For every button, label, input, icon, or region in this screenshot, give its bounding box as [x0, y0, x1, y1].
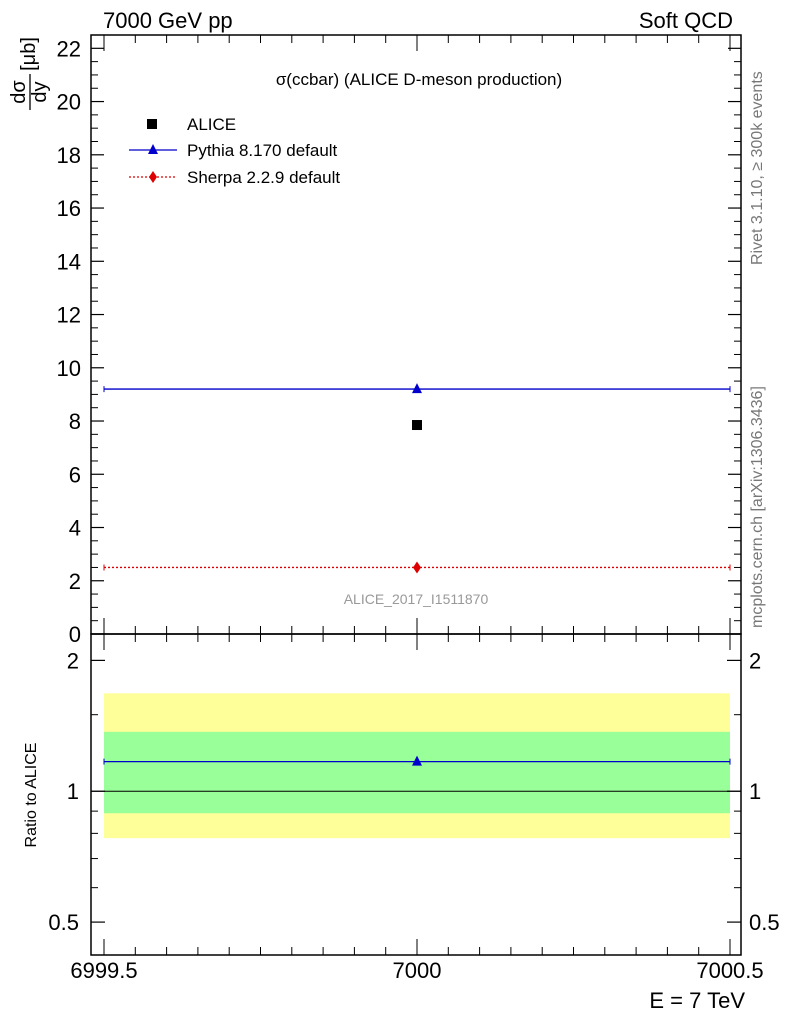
main-y-axis-label: dσ dy [μb]	[8, 37, 51, 110]
data-point-alice	[412, 420, 422, 431]
mcplots-credit-label: mcplots.cern.ch [arXiv:1306.3436]	[749, 386, 766, 628]
ratio-y-tick-label: 0.5	[48, 910, 79, 935]
x-axis-label: E = 7 TeV	[649, 988, 745, 1013]
y-label-numerator: dσ	[8, 80, 30, 104]
legend-label-alice: ALICE	[187, 115, 236, 134]
y-tick-label: 14	[57, 249, 81, 274]
y-tick-label: 18	[57, 143, 81, 168]
y-tick-label: 16	[57, 196, 81, 221]
x-tick-label: 7000	[393, 958, 442, 983]
legend: ALICE Pythia 8.170 default Sherpa 2.2.9 …	[129, 115, 340, 187]
legend-marker-pythia	[148, 144, 158, 154]
y-tick-label: 20	[57, 90, 81, 115]
ratio-band-inner	[104, 731, 730, 814]
y-tick-label: 2	[69, 569, 81, 594]
y-tick-label: 6	[69, 462, 81, 487]
plot-title: σ(ccbar) (ALICE D-meson production)	[276, 70, 562, 89]
data-point-pythia	[412, 383, 422, 394]
ratio-point-pythia	[412, 755, 422, 766]
legend-label-sherpa: Sherpa 2.2.9 default	[187, 168, 340, 187]
ratio-y-tick-label: 2	[67, 648, 79, 673]
data-point-sherpa	[413, 561, 421, 574]
ratio-plot-frame	[90, 633, 742, 956]
header-left-label: 7000 GeV pp	[103, 8, 233, 33]
y-tick-label: 4	[69, 516, 81, 541]
y-tick-label: 0	[69, 622, 81, 647]
y-tick-label: 12	[57, 303, 81, 328]
y-tick-label: 10	[57, 356, 81, 381]
y-label-unit: [μb]	[18, 37, 40, 71]
x-tick-label: 7000.5	[696, 958, 763, 983]
header-right-label: Soft QCD	[639, 8, 733, 33]
legend-marker-sherpa	[149, 171, 157, 183]
ratio-y-tick-label: 1	[67, 779, 79, 804]
y-tick-label: 22	[57, 36, 81, 61]
ratio-y-tick-label-right: 0.5	[749, 910, 780, 935]
legend-label-pythia: Pythia 8.170 default	[187, 141, 338, 160]
legend-marker-alice	[147, 119, 157, 129]
y-label-denominator: dy	[29, 81, 51, 102]
analysis-watermark: ALICE_2017_I1511870	[344, 591, 489, 607]
x-tick-label: 6999.5	[70, 958, 137, 983]
ratio-y-tick-label-right: 2	[749, 648, 761, 673]
ratio-y-tick-label-right: 1	[749, 779, 761, 804]
rivet-version-label: Rivet 3.1.10, ≥ 300k events	[749, 71, 766, 265]
ratio-y-axis-label: Ratio to ALICE	[23, 743, 40, 848]
y-tick-label: 8	[69, 409, 81, 434]
